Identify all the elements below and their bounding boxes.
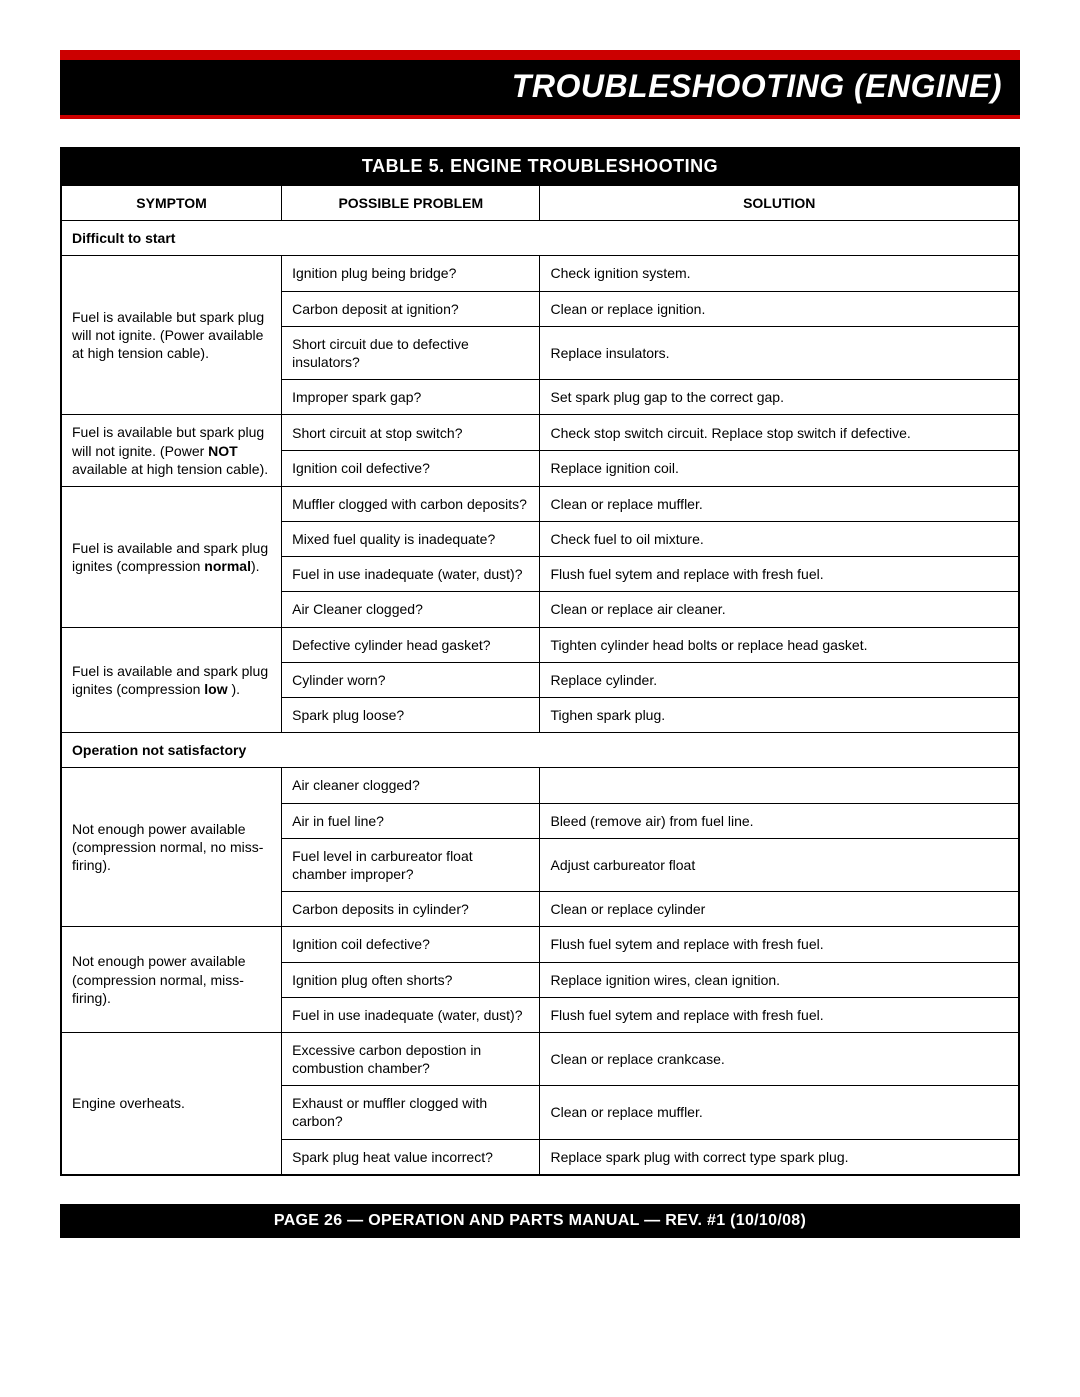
- problem-cell: Improper spark gap?: [282, 380, 540, 415]
- section-row-operation: Operation not satisfactory: [62, 733, 1019, 768]
- solution-cell: Clean or replace cylinder: [540, 892, 1019, 927]
- solution-cell: Bleed (remove air) from fuel line.: [540, 803, 1019, 838]
- page-root: TROUBLESHOOTING (ENGINE) TABLE 5. ENGINE…: [0, 0, 1080, 1278]
- symptom-text: available at high tension cable).: [72, 461, 268, 477]
- table-row: Not enough power available (compression …: [62, 927, 1019, 962]
- solution-cell: Replace ignition coil.: [540, 451, 1019, 487]
- solution-cell: Clean or replace air cleaner.: [540, 592, 1019, 627]
- section-header: Operation not satisfactory: [62, 733, 1019, 768]
- problem-cell: Fuel in use inadequate (water, dust)?: [282, 557, 540, 592]
- section-header: Difficult to start: [62, 221, 1019, 256]
- solution-cell: Replace ignition wires, clean ignition.: [540, 962, 1019, 997]
- table-title: TABLE 5. ENGINE TROUBLESHOOTING: [61, 148, 1019, 185]
- solution-cell: Replace cylinder.: [540, 662, 1019, 697]
- solution-cell: [540, 768, 1019, 803]
- problem-cell: Spark plug heat value incorrect?: [282, 1139, 540, 1174]
- problem-cell: Defective cylinder head gasket?: [282, 627, 540, 662]
- col-solution: SOLUTION: [540, 186, 1019, 221]
- table-row: Not enough power available (compression …: [62, 768, 1019, 803]
- col-symptom: SYMPTOM: [62, 186, 282, 221]
- solution-cell: Replace insulators.: [540, 326, 1019, 379]
- problem-cell: Mixed fuel quality is inadequate?: [282, 522, 540, 557]
- problem-cell: Short circuit at stop switch?: [282, 415, 540, 451]
- solution-cell: Clean or replace muffler.: [540, 486, 1019, 521]
- table-row: Engine overheats. Excessive carbon depos…: [62, 1032, 1019, 1085]
- page-banner: TROUBLESHOOTING (ENGINE): [60, 50, 1020, 119]
- problem-cell: Ignition plug often shorts?: [282, 962, 540, 997]
- problem-cell: Carbon deposits in cylinder?: [282, 892, 540, 927]
- solution-cell: Replace spark plug with correct type spa…: [540, 1139, 1019, 1174]
- solution-cell: Tighten cylinder head bolts or replace h…: [540, 627, 1019, 662]
- symptom-cell: Not enough power available (compression …: [62, 768, 282, 927]
- solution-cell: Clean or replace crankcase.: [540, 1032, 1019, 1085]
- solution-cell: Flush fuel sytem and replace with fresh …: [540, 927, 1019, 962]
- solution-cell: Check ignition system.: [540, 256, 1019, 291]
- problem-cell: Cylinder worn?: [282, 662, 540, 697]
- solution-cell: Flush fuel sytem and replace with fresh …: [540, 557, 1019, 592]
- table-row: Fuel is available and spark plug ignites…: [62, 627, 1019, 662]
- problem-cell: Excessive carbon depostion in combustion…: [282, 1032, 540, 1085]
- symptom-cell: Fuel is available but spark plug will no…: [62, 256, 282, 415]
- symptom-cell: Fuel is available and spark plug ignites…: [62, 627, 282, 733]
- symptom-bold: NOT: [208, 443, 238, 459]
- solution-cell: Adjust carbureator float: [540, 838, 1019, 891]
- solution-cell: Clean or replace muffler.: [540, 1086, 1019, 1139]
- symptom-cell: Not enough power available (compression …: [62, 927, 282, 1033]
- symptom-text: ).: [228, 681, 240, 697]
- problem-cell: Fuel level in carbureator float chamber …: [282, 838, 540, 891]
- problem-cell: Fuel in use inadequate (water, dust)?: [282, 997, 540, 1032]
- problem-cell: Air cleaner clogged?: [282, 768, 540, 803]
- footer-text: PAGE 26 — OPERATION AND PARTS MANUAL — R…: [274, 1212, 806, 1229]
- symptom-bold: low: [204, 681, 227, 697]
- problem-cell: Air Cleaner clogged?: [282, 592, 540, 627]
- problem-cell: Muffler clogged with carbon deposits?: [282, 486, 540, 521]
- problem-cell: Ignition plug being bridge?: [282, 256, 540, 291]
- table-row: Fuel is available and spark plug ignites…: [62, 486, 1019, 521]
- solution-cell: Check fuel to oil mixture.: [540, 522, 1019, 557]
- section-row-difficult: Difficult to start: [62, 221, 1019, 256]
- solution-cell: Set spark plug gap to the correct gap.: [540, 380, 1019, 415]
- symptom-cell: Fuel is available but spark plug will no…: [62, 415, 282, 487]
- solution-cell: Clean or replace ignition.: [540, 291, 1019, 326]
- page-footer: PAGE 26 — OPERATION AND PARTS MANUAL — R…: [60, 1204, 1020, 1238]
- solution-cell: Tighen spark plug.: [540, 698, 1019, 733]
- problem-cell: Exhaust or muffler clogged with carbon?: [282, 1086, 540, 1139]
- troubleshooting-table: SYMPTOM POSSIBLE PROBLEM SOLUTION Diffic…: [61, 185, 1019, 1175]
- symptom-cell: Fuel is available and spark plug ignites…: [62, 486, 282, 627]
- problem-cell: Short circuit due to defective insulator…: [282, 326, 540, 379]
- col-problem: POSSIBLE PROBLEM: [282, 186, 540, 221]
- troubleshooting-table-wrap: TABLE 5. ENGINE TROUBLESHOOTING SYMPTOM …: [60, 147, 1020, 1176]
- symptom-cell: Engine overheats.: [62, 1032, 282, 1174]
- problem-cell: Carbon deposit at ignition?: [282, 291, 540, 326]
- symptom-text: ).: [251, 558, 260, 574]
- problem-cell: Ignition coil defective?: [282, 927, 540, 962]
- solution-cell: Check stop switch circuit. Replace stop …: [540, 415, 1019, 451]
- problem-cell: Air in fuel line?: [282, 803, 540, 838]
- table-row: Fuel is available but spark plug will no…: [62, 256, 1019, 291]
- problem-cell: Spark plug loose?: [282, 698, 540, 733]
- solution-cell: Flush fuel sytem and replace with fresh …: [540, 997, 1019, 1032]
- symptom-bold: normal: [204, 558, 251, 574]
- problem-cell: Ignition coil defective?: [282, 451, 540, 487]
- table-header-row: SYMPTOM POSSIBLE PROBLEM SOLUTION: [62, 186, 1019, 221]
- banner-title: TROUBLESHOOTING (ENGINE): [512, 68, 1002, 104]
- table-row: Fuel is available but spark plug will no…: [62, 415, 1019, 451]
